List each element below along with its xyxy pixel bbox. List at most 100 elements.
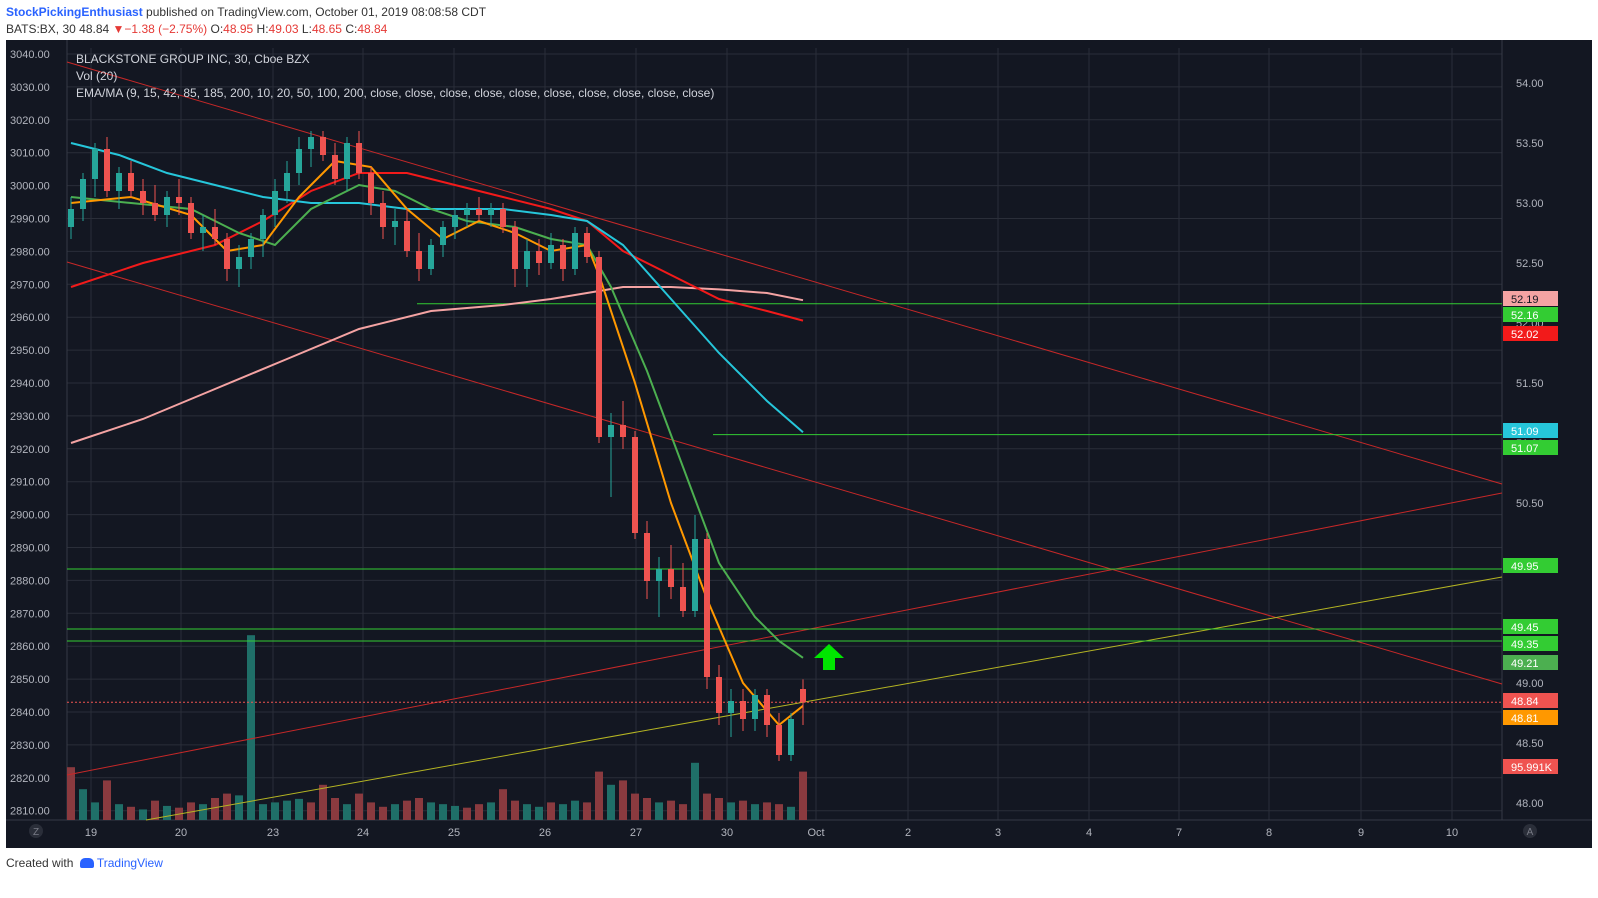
candle-body — [620, 425, 626, 437]
candle-body — [608, 425, 614, 437]
volume-bar — [559, 804, 567, 820]
open-value: 48.95 — [223, 22, 254, 36]
volume-bar — [211, 798, 219, 820]
ohlc-line: BATS:BX, 30 48.84 ▼−1.38 (−2.75%) O:48.9… — [6, 22, 387, 36]
right-axis-tick: 54.00 — [1516, 78, 1544, 90]
candle-body — [272, 191, 278, 215]
volume-bar — [415, 798, 423, 820]
price-label: 52.02 — [1511, 329, 1539, 341]
candle-body — [440, 227, 446, 245]
left-axis-tick: 2810.00 — [10, 806, 50, 818]
candle-body — [572, 233, 578, 269]
x-axis-tick: 9 — [1358, 827, 1364, 839]
price-label: 49.45 — [1511, 622, 1539, 634]
price-label-box — [1503, 307, 1558, 322]
candle-body — [404, 221, 410, 251]
price-label-box — [1503, 440, 1558, 455]
price-label: 52.16 — [1511, 310, 1539, 322]
volume-bar — [379, 806, 387, 820]
volume-bar — [547, 802, 555, 820]
candlestick-chart[interactable]: 3040.00 3030.00 3020.00 3010.00 3000.00 2990.… — [6, 40, 1592, 848]
x-axis-tick: 25 — [448, 827, 460, 839]
price-label: 52.19 — [1511, 294, 1539, 306]
price-label: 51.07 — [1511, 443, 1539, 455]
x-axis-tick: 4 — [1086, 827, 1092, 839]
volume-bar — [571, 800, 579, 820]
volume-indicator-label[interactable]: Vol (20) — [76, 69, 118, 83]
candle-body — [692, 539, 698, 611]
candle-body — [560, 245, 566, 269]
candle-body — [728, 701, 734, 713]
volume-bar — [499, 789, 507, 820]
left-axis-tick: 3000.00 — [10, 181, 50, 193]
volume-bar — [259, 804, 267, 820]
volume-bar — [679, 804, 687, 820]
volume-bar — [439, 804, 447, 820]
x-axis-tick: 8 — [1266, 827, 1272, 839]
auto-scale-button — [29, 824, 43, 838]
trendline-rising-yellow — [145, 576, 1503, 821]
candle-body — [332, 155, 338, 179]
candle-body — [284, 173, 290, 191]
volume-bar — [463, 807, 471, 820]
chart-panel[interactable]: 3040.00 3030.00 3020.00 3010.00 3000.00 2990.… — [6, 40, 1592, 848]
author-link[interactable]: StockPickingEnthusiast — [6, 5, 143, 19]
left-axis-tick: 2990.00 — [10, 214, 50, 226]
candle-body — [776, 725, 782, 755]
candle-body — [656, 569, 662, 581]
left-axis-tick: 2840.00 — [10, 707, 50, 719]
candle-body — [344, 143, 350, 179]
ema-indicator-label[interactable]: EMA/MA (9, 15, 42, 85, 185, 200, 10, 20,… — [76, 86, 715, 100]
candle-body — [524, 251, 530, 269]
candle-body — [764, 695, 770, 725]
tradingview-link[interactable]: TradingView — [96, 856, 163, 870]
high-value: 49.03 — [268, 22, 299, 36]
volume-bar — [103, 780, 111, 820]
volume-bar — [115, 804, 123, 820]
left-axis-tick: 2910.00 — [10, 477, 50, 489]
candle-body — [68, 209, 74, 227]
candle-body — [320, 137, 326, 155]
volume-bar — [739, 800, 747, 820]
candle-body — [500, 209, 506, 227]
left-axis-tick: 2940.00 — [10, 378, 50, 390]
volume-bar — [91, 802, 99, 820]
volume-bar — [295, 798, 303, 820]
candle-body — [428, 245, 434, 269]
volume-bar — [343, 804, 351, 820]
volume-bar — [187, 802, 195, 820]
candle-body — [212, 227, 218, 239]
price-label-box — [1503, 636, 1558, 651]
x-axis-tick: 23 — [267, 827, 279, 839]
volume-bar — [775, 804, 783, 820]
volume-bar — [607, 784, 615, 820]
volume-bar — [403, 800, 411, 820]
ma-pink-line — [70, 286, 804, 444]
tradingview-logo-icon — [79, 858, 94, 868]
candle-body — [392, 221, 398, 227]
right-axis-tick: 53.50 — [1516, 138, 1544, 150]
price-label-box — [1503, 619, 1558, 634]
price-label: 49.21 — [1511, 658, 1539, 670]
candle-body — [464, 209, 470, 215]
right-axis-tick: 53.00 — [1516, 198, 1544, 210]
created-with-text: Created with — [6, 856, 74, 870]
volume-bar — [727, 802, 735, 820]
volume-bar — [307, 802, 315, 820]
volume-bar — [631, 793, 639, 820]
x-axis-tick: 26 — [539, 827, 551, 839]
volume-bar — [667, 800, 675, 820]
volume-bar — [67, 767, 75, 820]
published-text: published on TradingView.com, October 01… — [146, 5, 487, 19]
candle-body — [80, 179, 86, 209]
volume-bar — [127, 806, 135, 820]
candle-body — [668, 569, 674, 587]
left-axis-tick: 3020.00 — [10, 115, 50, 127]
x-axis-tick: 2 — [905, 827, 911, 839]
volume-bar — [487, 802, 495, 820]
volume-bar — [331, 798, 339, 820]
candle-body — [296, 149, 302, 173]
volume-bar — [523, 804, 531, 820]
left-axis-tick: 2970.00 — [10, 279, 50, 291]
volume-bar — [691, 762, 699, 820]
